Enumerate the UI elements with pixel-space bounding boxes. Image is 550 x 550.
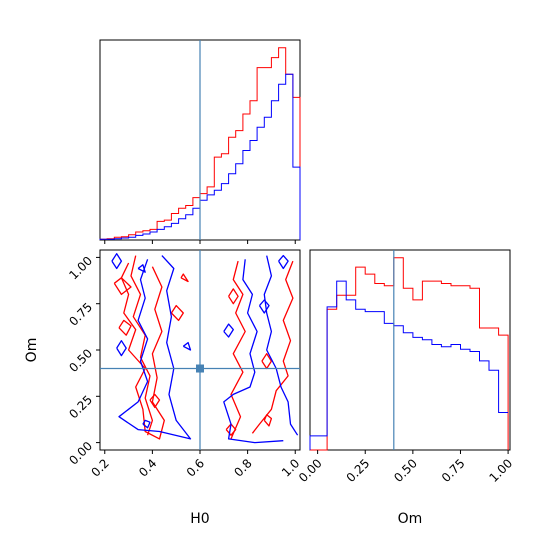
contour-x-tick-label-2: 0.4 <box>136 456 159 479</box>
contour-x-tick-label-3: 0.6 <box>184 456 207 479</box>
om-x-ticks: 0.00 0.25 0.50 0.75 1.00 <box>296 450 515 485</box>
contour-y-tick-label-3: 0.50 <box>66 346 95 375</box>
contour-y-tick-label-4: 0.75 <box>66 300 95 329</box>
contour-x-tick-label-4: 0.8 <box>231 456 254 479</box>
contour-series-2-path-7 <box>223 259 284 444</box>
contour-series-2-path-8 <box>263 255 299 436</box>
om-x-tick-label-3: 0.50 <box>391 456 420 485</box>
contour-series-1-path-6 <box>180 273 189 283</box>
om-marginal-panel: 0.00 0.25 0.50 0.75 1.00 Om <box>296 249 515 527</box>
h0-marginal-ticks <box>104 240 296 244</box>
x-axis-label-om: Om <box>398 511 423 527</box>
contour-series-1-path-9 <box>251 260 294 434</box>
om-x-tick-label-2: 0.25 <box>344 456 373 485</box>
contour-series-1-path-7 <box>149 393 161 409</box>
contour-x-tick-label-1: 0.2 <box>88 456 111 479</box>
om-x-tick-label-5: 1.00 <box>486 456 515 485</box>
contour-series-1-path-3 <box>113 277 132 296</box>
contour-series-1-path-11 <box>261 353 273 370</box>
om-marginal-frame <box>309 249 511 451</box>
h0-om-contour-panel: 0.2 0.4 0.6 0.8 1.0 0.000.250.500.751.00 H0 … <box>24 249 302 527</box>
truth-marker <box>196 364 204 373</box>
contour-y-tick-label-1: 0.00 <box>66 439 95 468</box>
om-hist-series-2 <box>309 280 509 450</box>
contour-series-1-path-4 <box>118 319 132 336</box>
contour-series-2-path-9 <box>278 254 289 270</box>
contour-series-1-path-1 <box>120 262 165 440</box>
contour-series-1-path-10 <box>228 288 239 305</box>
om-hist-series-1 <box>310 257 509 451</box>
contour-series-2-path-11 <box>258 299 270 314</box>
x-axis-label-h0: H0 <box>190 511 209 527</box>
contour-y-ticks: 0.00 0.25 0.50 0.75 1.00 <box>66 254 100 468</box>
contour-series-2-path-6 <box>142 419 151 429</box>
om-x-tick-label-1: 0.00 <box>296 456 325 485</box>
contour-series-2-path-4 <box>116 340 127 357</box>
contour-series-2-path-2 <box>111 253 123 270</box>
contour-series-2-path-5 <box>182 341 192 351</box>
contour-series-1-path-2 <box>130 255 154 436</box>
contour-series-1-path-5 <box>170 304 184 322</box>
y-axis-label-om: Om <box>24 338 40 363</box>
contour-series-2-path-1 <box>118 255 192 440</box>
om-x-tick-label-4: 0.75 <box>439 456 468 485</box>
contour-series-2-path-3 <box>137 264 146 273</box>
contour-series-2-path-10 <box>223 323 234 338</box>
contour-lines <box>111 253 299 444</box>
om-histogram-steps <box>309 257 509 451</box>
contour-series-1-path-8 <box>230 260 246 440</box>
contour-x-ticks: 0.2 0.4 0.6 0.8 1.0 <box>88 450 302 480</box>
h0-marginal-panel <box>99 39 301 244</box>
contour-y-tick-label-5: 1.00 <box>66 254 95 283</box>
contour-series-1-path-12 <box>263 414 273 427</box>
contour-y-tick-label-2: 0.25 <box>66 393 95 422</box>
